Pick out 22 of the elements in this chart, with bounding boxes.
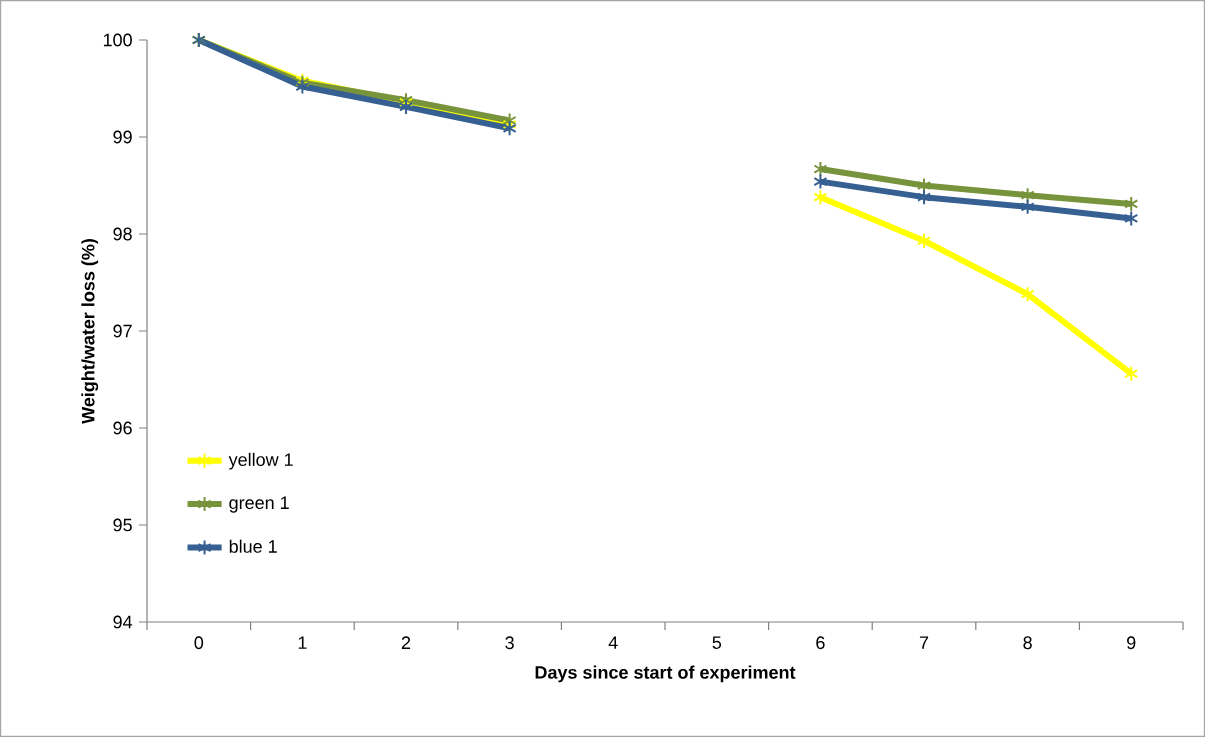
x-tick-label: 0 (194, 636, 204, 650)
legend-label: blue 1 (229, 539, 277, 553)
x-tick-label: 9 (1127, 636, 1136, 650)
y-axis-title: Weight/water loss (%) (81, 239, 99, 424)
x-tick-label: 5 (712, 636, 722, 649)
x-tick-label: 1 (298, 636, 307, 649)
legend-label: green 1 (229, 496, 289, 513)
x-tick-label: 8 (1023, 636, 1032, 650)
x-tick-label: 2 (401, 636, 411, 649)
y-tick-label: 97 (113, 324, 132, 338)
x-tick-label: 7 (919, 636, 929, 649)
y-tick-label: 99 (113, 130, 132, 144)
y-tick-label: 100 (103, 33, 132, 47)
y-tick-label: 94 (113, 615, 133, 629)
y-tick-label: 98 (113, 227, 132, 241)
x-tick-label: 4 (608, 636, 618, 649)
x-axis-title: Days since start of experiment (535, 665, 796, 683)
x-tick-label: 3 (505, 636, 514, 650)
legend-label: yellow 1 (228, 452, 293, 470)
y-tick-label: 96 (113, 421, 132, 435)
x-tick-label: 6 (816, 636, 825, 650)
y-tick-label: 95 (113, 518, 132, 532)
